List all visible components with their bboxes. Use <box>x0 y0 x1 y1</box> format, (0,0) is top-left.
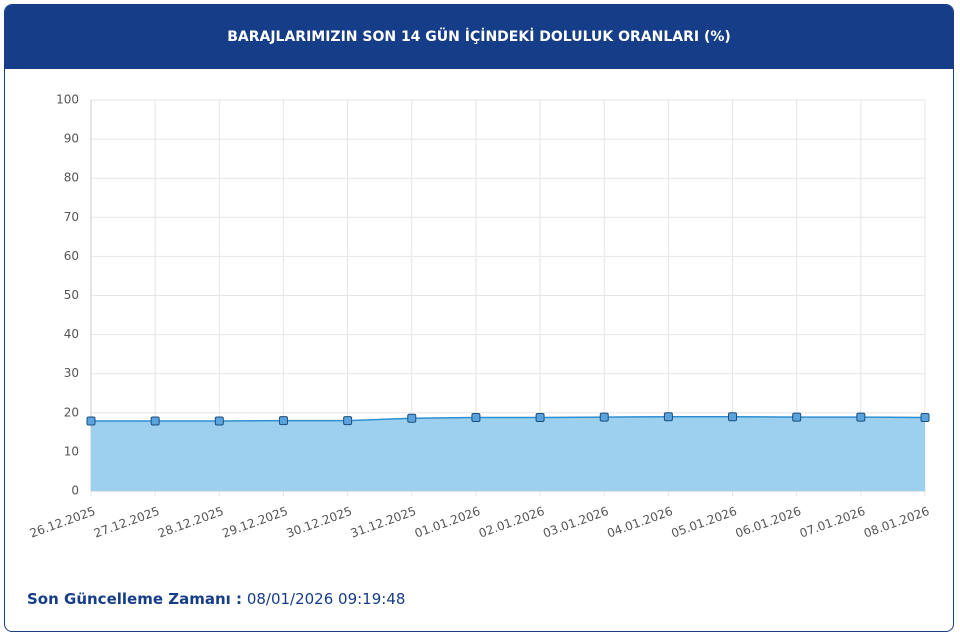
marker <box>471 412 481 422</box>
chart: 0 10 20 30 40 50 60 70 80 90 100 26.12.202527.12.20… <box>28 93 931 541</box>
x-tick-label: 01.01.2026 <box>413 504 482 541</box>
marker <box>856 412 866 422</box>
marker <box>920 412 930 422</box>
x-tick-label: 28.12.2025 <box>156 504 225 541</box>
marker <box>535 412 545 422</box>
x-tick-label: 02.01.2026 <box>477 504 546 541</box>
x-tick-label: 04.01.2026 <box>605 504 674 541</box>
y-tick-label: 80 <box>64 171 79 185</box>
y-tick-label: 0 <box>71 484 79 498</box>
chart-title: BARAJLARIMIZIN SON 14 GÜN İÇİNDEKİ DOLUL… <box>5 5 953 69</box>
y-tick-label: 70 <box>64 210 79 224</box>
update-value: 08/01/2026 09:19:48 <box>246 590 406 608</box>
x-tick-label: 06.01.2026 <box>734 504 803 541</box>
marker <box>343 416 353 426</box>
marker <box>728 412 738 422</box>
x-tick-label: 29.12.2025 <box>220 504 289 541</box>
x-tick-label: 31.12.2025 <box>349 504 418 541</box>
marker <box>599 412 609 422</box>
y-tick-label: 90 <box>64 132 79 146</box>
x-tick-label: 27.12.2025 <box>92 504 161 541</box>
marker <box>278 416 288 426</box>
x-tick-label: 05.01.2026 <box>669 504 738 541</box>
marker <box>150 416 160 426</box>
marker <box>663 412 673 422</box>
x-tick-label: 30.12.2025 <box>284 504 353 541</box>
y-tick-label: 40 <box>64 327 79 341</box>
y-tick-label: 100 <box>56 93 79 107</box>
y-tick-label: 10 <box>64 444 79 458</box>
x-tick-label: 07.01.2026 <box>798 504 867 541</box>
y-tick-label: 50 <box>64 288 79 302</box>
card: BARAJLARIMIZIN SON 14 GÜN İÇİNDEKİ DOLUL… <box>4 4 954 632</box>
update-label: Son Güncelleme Zamanı : <box>27 590 243 608</box>
area <box>91 416 925 491</box>
y-tick-label: 20 <box>64 405 79 419</box>
marker <box>214 416 224 426</box>
x-tick-label: 03.01.2026 <box>541 504 610 541</box>
x-tick-label: 26.12.2025 <box>28 504 97 541</box>
line <box>91 415 926 422</box>
marker <box>407 413 417 423</box>
marker <box>792 412 802 422</box>
y-tick-label: 30 <box>64 366 79 380</box>
x-tick-label: 08.01.2026 <box>862 504 931 541</box>
y-tick-label: 60 <box>64 249 79 263</box>
update-time: Son Güncelleme Zamanı : 08/01/2026 09:19… <box>27 590 405 608</box>
marker <box>86 416 96 426</box>
